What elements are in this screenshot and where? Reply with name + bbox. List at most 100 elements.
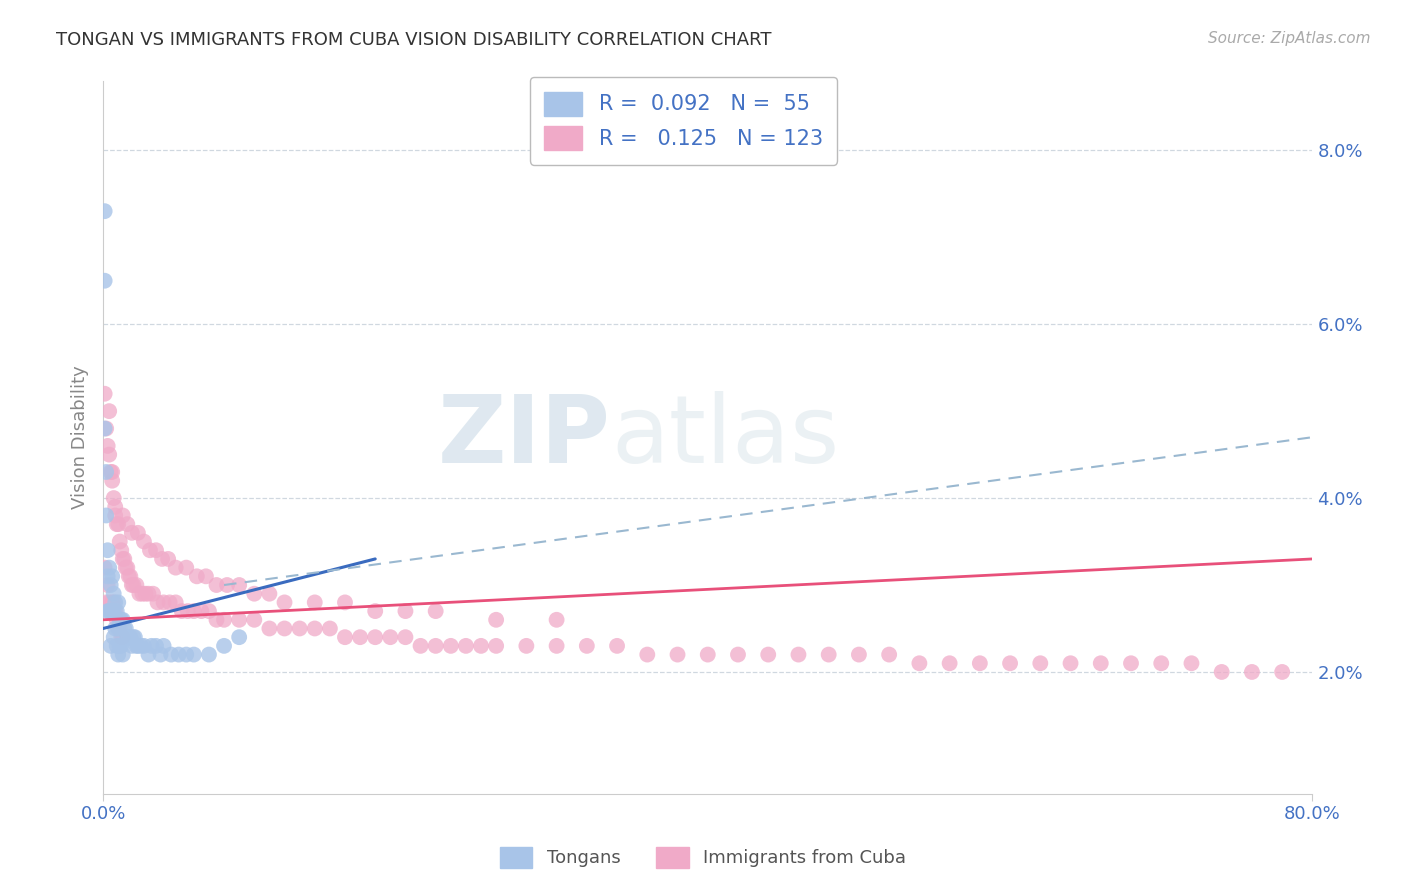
Point [177,604,200,618]
Point [132,639,155,653]
Point [131,587,153,601]
Point [1029,657,1052,671]
Point [114,622,136,636]
Point [243,587,266,601]
Point [111,552,134,566]
Point [636,648,658,662]
Point [394,630,416,644]
Point [259,622,281,636]
Legend: Tongans, Immigrants from Cuba: Tongans, Immigrants from Cuba [489,836,917,879]
Point [103,491,125,505]
Point [97,439,120,453]
Point [817,648,839,662]
Point [969,657,991,671]
Point [104,604,127,618]
Point [97,543,120,558]
Point [515,639,537,653]
Point [333,630,356,644]
Point [1180,657,1202,671]
Point [121,525,143,540]
Point [104,500,127,514]
Point [1271,665,1294,679]
Point [94,508,117,523]
Point [908,657,931,671]
Point [111,613,134,627]
Point [1059,657,1081,671]
Point [110,543,132,558]
Point [101,604,124,618]
Point [409,639,432,653]
Point [1240,665,1263,679]
Point [183,648,205,662]
Text: TONGAN VS IMMIGRANTS FROM CUBA VISION DISABILITY CORRELATION CHART: TONGAN VS IMMIGRANTS FROM CUBA VISION DI… [56,31,772,49]
Point [117,517,139,532]
Point [1211,665,1233,679]
Point [288,622,311,636]
Point [146,595,169,609]
Point [454,639,477,653]
Point [174,648,197,662]
Point [117,630,139,644]
Point [165,595,187,609]
Point [125,639,148,653]
Point [121,578,143,592]
Point [108,613,131,627]
Point [319,622,342,636]
Point [94,421,117,435]
Point [104,622,127,636]
Point [938,657,960,671]
Point [117,560,139,574]
Point [141,639,163,653]
Point [198,648,221,662]
Point [212,639,235,653]
Point [1090,657,1112,671]
Point [848,648,870,662]
Point [104,508,127,523]
Point [666,648,689,662]
Point [125,578,148,592]
Point [134,587,156,601]
Point [98,560,121,574]
Point [198,604,221,618]
Point [107,622,129,636]
Point [118,569,141,583]
Point [105,613,128,627]
Point [205,578,228,592]
Point [103,587,125,601]
Point [139,543,162,558]
Point [1119,657,1142,671]
Point [273,595,295,609]
Point [157,552,180,566]
Point [217,578,239,592]
Point [105,639,128,653]
Point [111,508,134,523]
Point [101,474,124,488]
Point [110,639,132,653]
Point [877,648,900,662]
Point [129,639,152,653]
Legend: R =  0.092   N =  55, R =   0.125   N = 123: R = 0.092 N = 55, R = 0.125 N = 123 [530,77,838,165]
Point [111,648,134,662]
Point [128,587,150,601]
Point [101,595,124,609]
Point [122,578,145,592]
Point [97,569,120,583]
Point [112,552,135,566]
Point [124,630,146,644]
Point [243,613,266,627]
Point [1150,657,1173,671]
Point [145,543,167,558]
Point [110,630,132,644]
Point [103,595,125,609]
Point [127,639,149,653]
Point [93,386,115,401]
Point [100,465,122,479]
Point [107,622,129,636]
Point [103,630,125,644]
Point [93,560,115,574]
Point [727,648,749,662]
Point [127,525,149,540]
Point [150,552,173,566]
Point [273,622,295,636]
Point [186,569,208,583]
